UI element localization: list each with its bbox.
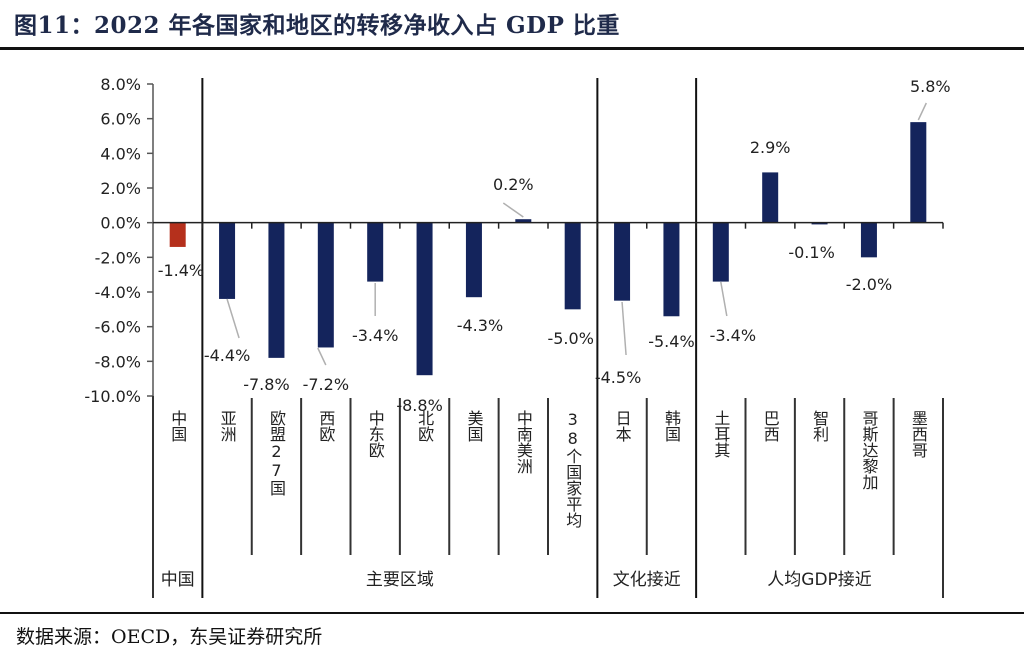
data-label: -4.5% (595, 368, 641, 387)
bar (169, 222, 186, 247)
category-label: 中南美洲 (514, 410, 533, 474)
data-label: 5.8% (910, 77, 951, 96)
category-label: 巴西 (761, 410, 780, 442)
category-label: 墨西哥 (909, 410, 928, 458)
chart-title: 图11：2022 年各国家和地区的转移净收入占 GDP 比重 (14, 12, 620, 39)
data-label: -2.0% (846, 275, 892, 294)
x-axis (153, 221, 944, 229)
bar (910, 122, 927, 223)
group-label: 主要区域 (366, 570, 434, 590)
bar (219, 222, 236, 299)
category-label: 欧盟27国 (267, 410, 286, 496)
group-label: 人均GDP接近 (767, 570, 872, 590)
footer-divider (0, 612, 1024, 614)
category-label: 土耳其 (711, 410, 730, 458)
bar (811, 222, 828, 225)
category-label: 北欧 (415, 410, 434, 442)
leader-line (226, 298, 240, 339)
leader-line (502, 202, 524, 218)
category-label: 38个国家平均 (563, 410, 582, 529)
bar (614, 222, 631, 301)
data-label: -5.0% (547, 329, 593, 348)
group-labels: 中国 主要区域 文化接近 人均GDP接近 (161, 570, 872, 590)
category-label: 中东欧 (366, 410, 385, 458)
y-tick-label: -10.0% (84, 387, 141, 406)
category-label: 智利 (810, 410, 829, 442)
y-tick-label: -8.0% (95, 352, 141, 371)
data-label: -4.4% (204, 346, 250, 365)
category-label: 哥斯达黎加 (859, 410, 878, 490)
bars (169, 122, 927, 376)
data-label: -0.1% (788, 243, 834, 262)
data-source: 数据来源：OECD，东吴证券研究所 (16, 626, 323, 648)
category-label: 亚洲 (218, 410, 237, 442)
category-label: 韩国 (662, 410, 681, 442)
bar (860, 222, 877, 258)
bar (317, 222, 334, 348)
data-label: -5.4% (648, 332, 694, 351)
category-label: 美国 (464, 410, 483, 442)
group-separators (152, 78, 944, 598)
data-label: -3.4% (710, 326, 756, 345)
group-label: 中国 (161, 570, 195, 590)
leader-line (621, 301, 627, 356)
category-label: 中国 (168, 410, 187, 442)
category-label: 西欧 (316, 410, 335, 442)
bar (268, 222, 285, 358)
bar (663, 222, 680, 317)
bar (465, 222, 482, 298)
y-tick-label: 6.0% (100, 110, 141, 129)
data-label: -8.8% (396, 396, 442, 415)
bar (367, 222, 384, 282)
bar (515, 219, 532, 223)
leader-line (317, 347, 327, 366)
category-labels: 中国 亚洲 欧盟27国 西欧 中东欧 北欧 美国 中南美洲 38个国家平均 日本 韩国 土耳其 巴西 智利… (168, 410, 928, 529)
data-label: -4.3% (457, 316, 503, 335)
y-tick-label: -4.0% (95, 283, 141, 302)
bar (416, 222, 433, 376)
data-label: -3.4% (352, 326, 398, 345)
bar (712, 222, 729, 282)
data-label: -1.4% (158, 261, 204, 280)
y-tick-label: 0.0% (100, 214, 141, 233)
y-tick-label: 4.0% (100, 144, 141, 163)
y-tick-label: 8.0% (100, 75, 141, 94)
leader-line (917, 102, 927, 121)
leader-line (720, 281, 728, 317)
y-tick-label: -6.0% (95, 318, 141, 337)
data-label: -7.8% (243, 375, 289, 394)
category-label: 日本 (613, 410, 632, 442)
bar (762, 172, 779, 223)
y-axis: 8.0% 6.0% 4.0% 2.0% 0.0% -2.0% -4.0% -6.0% -8.0%… (84, 75, 154, 406)
data-labels: -1.4% -4.4% -7.8% -7.2% -3.4% -8.8% -4.3% 0.2% -… (158, 77, 951, 415)
y-tick-label: 2.0% (100, 179, 141, 198)
data-label: 0.2% (493, 175, 534, 194)
group-label: 文化接近 (613, 570, 681, 590)
title-divider (0, 47, 1024, 50)
data-label: -7.2% (303, 375, 349, 394)
y-tick-label: -2.0% (95, 248, 141, 267)
bar (564, 222, 581, 310)
data-label: 2.9% (750, 138, 791, 157)
label-leader-lines (226, 102, 927, 366)
